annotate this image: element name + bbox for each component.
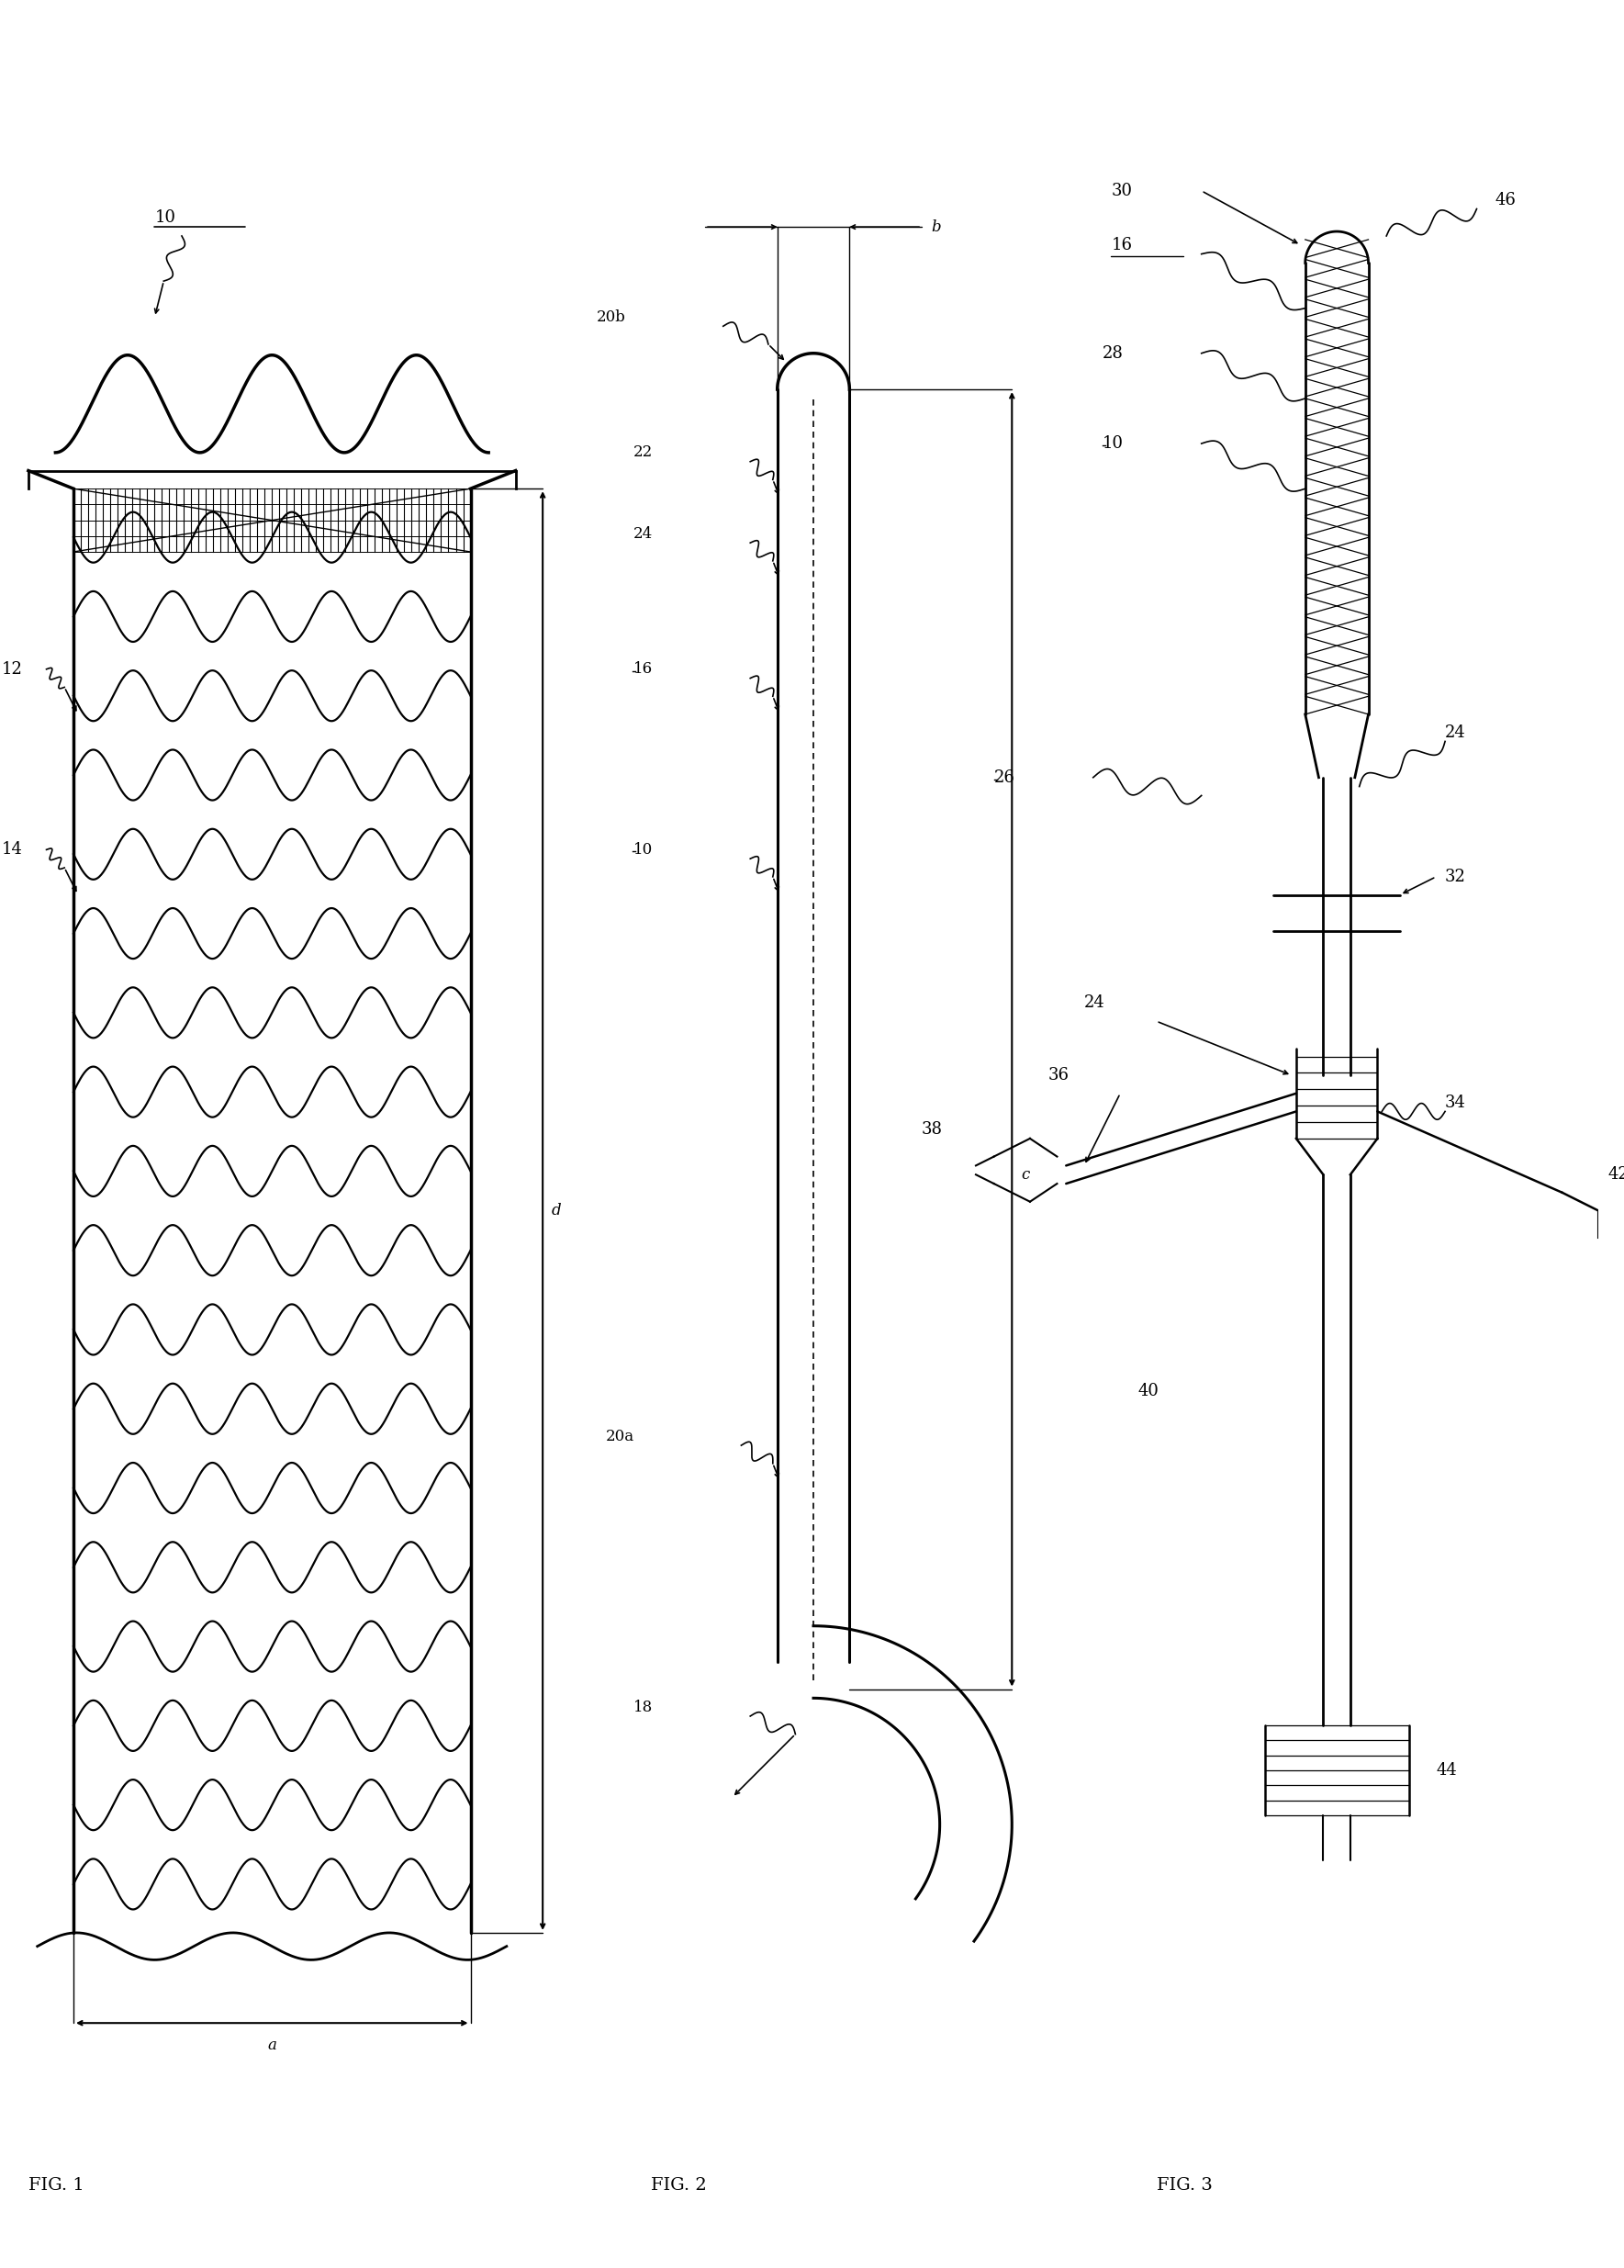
Text: 36: 36 <box>1047 1066 1069 1084</box>
Text: c: c <box>1021 1166 1030 1182</box>
Text: 24: 24 <box>1445 723 1466 742</box>
Text: 46: 46 <box>1494 191 1515 209</box>
Text: 14: 14 <box>2 841 23 857</box>
Text: FIG. 1: FIG. 1 <box>28 2177 84 2193</box>
Text: 44: 44 <box>1436 1762 1457 1778</box>
Text: 20a: 20a <box>606 1429 635 1445</box>
Text: 26: 26 <box>994 769 1015 785</box>
Text: 34: 34 <box>1445 1093 1466 1111</box>
Text: 20b: 20b <box>598 308 627 324</box>
Text: 38: 38 <box>922 1120 944 1139</box>
Text: 12: 12 <box>2 660 23 678</box>
Text: 28: 28 <box>1103 345 1124 361</box>
Text: 32: 32 <box>1445 869 1466 885</box>
Text: 30: 30 <box>1111 181 1132 200</box>
Text: 24: 24 <box>1085 996 1104 1012</box>
Text: d: d <box>552 1202 562 1218</box>
Text: 10: 10 <box>633 841 653 857</box>
Text: 16: 16 <box>633 662 653 676</box>
Text: 10: 10 <box>1103 435 1124 451</box>
Text: 42: 42 <box>1608 1166 1624 1184</box>
Text: 24: 24 <box>633 526 653 542</box>
Text: a: a <box>268 2037 276 2053</box>
Text: FIG. 2: FIG. 2 <box>651 2177 706 2193</box>
Text: b: b <box>931 220 940 234</box>
Text: 16: 16 <box>1111 236 1132 254</box>
Text: 40: 40 <box>1138 1383 1160 1399</box>
Text: 22: 22 <box>633 445 653 460</box>
Text: 10: 10 <box>154 209 175 227</box>
Text: 18: 18 <box>633 1699 653 1715</box>
Text: FIG. 3: FIG. 3 <box>1156 2177 1212 2193</box>
